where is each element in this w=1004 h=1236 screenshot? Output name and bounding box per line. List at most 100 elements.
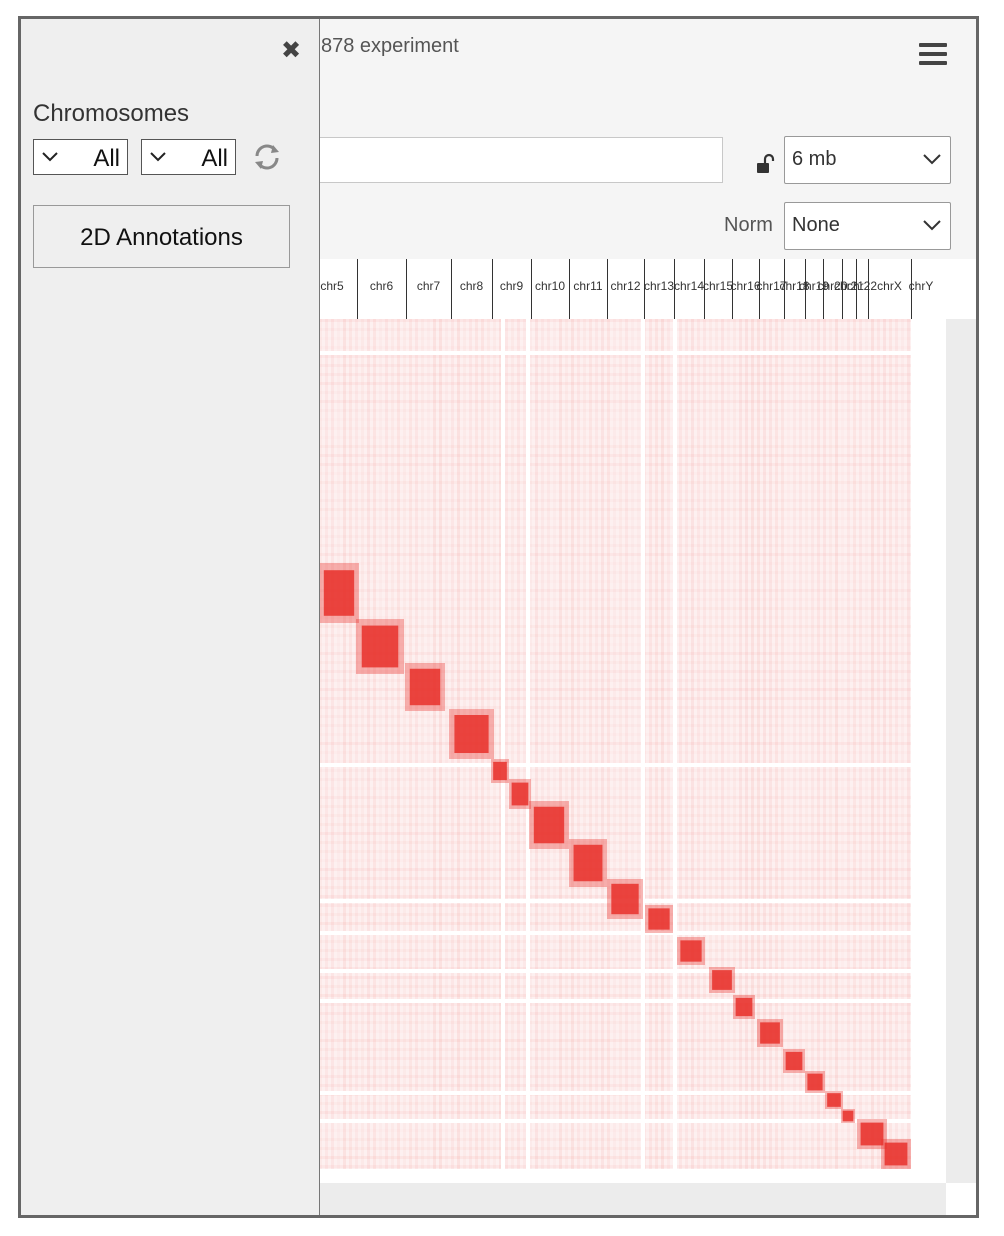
map-stripe-v: [895, 319, 898, 1169]
ruler-label-chr10[interactable]: chr10: [534, 279, 566, 293]
map-stripe-v: [571, 319, 574, 1169]
map-stripe-h: [301, 409, 911, 412]
map-stripe-v: [595, 319, 598, 1169]
map-stripe-h: [301, 742, 911, 745]
map-stripe-h: [301, 1066, 911, 1069]
ruler-label-chrX[interactable]: chrX: [877, 279, 902, 293]
map-stripe-h: [301, 1147, 911, 1150]
chromosome-x-select[interactable]: All: [33, 139, 128, 175]
map-stripe-h: [301, 652, 911, 655]
map-stripe-h: [301, 544, 911, 547]
ruler-label-chr9[interactable]: chr9: [499, 279, 524, 293]
map-stripe-v: [655, 319, 658, 1169]
map-gap-row: [301, 999, 911, 1003]
map-stripe-h: [301, 823, 911, 826]
map-stripe-h: [301, 490, 911, 493]
ruler-label-chr6[interactable]: chr6: [369, 279, 394, 293]
diagonal-block: [493, 761, 507, 781]
map-stripe-v: [871, 319, 874, 1169]
ruler-label-chr11[interactable]: chr11: [573, 279, 603, 293]
diagonal-block: [860, 1122, 884, 1146]
ruler-label-chr18[interactable]: chr18: [779, 279, 810, 293]
map-stripe-h: [301, 535, 911, 538]
map-stripe-h: [301, 733, 911, 736]
map-stripe-h: [301, 400, 911, 403]
map-stripe-v: [385, 319, 388, 1169]
map-stripe-h: [301, 445, 911, 448]
norm-label: Norm: [724, 214, 773, 236]
ruler-tick: [531, 259, 532, 319]
map-stripe-h: [301, 1156, 911, 1159]
map-stripe-v: [415, 319, 418, 1169]
map-stripe-v: [781, 319, 784, 1169]
map-stripe-v: [349, 319, 352, 1169]
ruler-tick: [704, 259, 705, 319]
map-stripe-h: [301, 724, 911, 727]
ruler-tick: [607, 259, 608, 319]
unlock-icon[interactable]: [755, 153, 777, 175]
map-stripe-v: [703, 319, 706, 1169]
ruler-label-chr21[interactable]: chr21: [833, 279, 865, 293]
map-gap-col: [526, 319, 530, 1169]
ruler-label-chr7[interactable]: chr7: [416, 279, 441, 293]
hamburger-menu-icon[interactable]: [919, 43, 947, 65]
horizontal-scrollbar[interactable]: [301, 1183, 946, 1215]
map-stripe-h: [301, 904, 911, 907]
ruler-tick: [569, 259, 570, 319]
ruler-label-chr22[interactable]: chr22: [846, 279, 878, 293]
chromosome-x-value: All: [93, 145, 120, 172]
ruler-label-chr8[interactable]: chr8: [459, 279, 484, 293]
chromosome-panel: ✖ Chromosomes All All 2D Annotations: [21, 19, 320, 1215]
ruler-label-chr15[interactable]: chr15: [702, 279, 734, 293]
ruler-label-chr16[interactable]: chr16: [730, 279, 761, 293]
map-stripe-v: [853, 319, 856, 1169]
map-stripe-v: [817, 319, 820, 1169]
chromosome-y-select[interactable]: All: [141, 139, 236, 175]
refresh-icon[interactable]: [251, 141, 283, 173]
ruler-tick: [451, 259, 452, 319]
resolution-select[interactable]: 6 mb: [784, 136, 951, 184]
map-stripe-h: [301, 571, 911, 574]
map-stripe-h: [301, 1030, 911, 1033]
map-stripe-h: [301, 1084, 911, 1087]
map-stripe-h: [301, 427, 911, 430]
ruler-label-chr19[interactable]: chr19: [798, 279, 830, 293]
map-stripe-h: [301, 553, 911, 556]
map-stripe-h: [301, 517, 911, 520]
ruler-label-chr14[interactable]: chr14: [673, 279, 705, 293]
map-stripe-h: [301, 355, 911, 358]
diagonal-block: [573, 844, 603, 882]
map-stripe-h: [301, 769, 911, 772]
close-icon[interactable]: ✖: [281, 37, 302, 64]
normalization-select[interactable]: None: [784, 202, 951, 250]
map-stripe-v: [763, 319, 766, 1169]
map-stripe-h: [301, 1129, 911, 1132]
map-gap-col: [673, 319, 677, 1169]
map-stripe-v: [649, 319, 652, 1169]
ruler-label-chr12[interactable]: chr12: [610, 279, 641, 293]
ruler-label-chr20[interactable]: chr20: [817, 279, 848, 293]
map-stripe-v: [889, 319, 892, 1169]
2d-annotations-button[interactable]: 2D Annotations: [33, 205, 290, 268]
locus-search-input[interactable]: [301, 137, 723, 183]
ruler-label-chr17[interactable]: chr17: [756, 279, 787, 293]
map-stripe-h: [301, 985, 911, 988]
ruler-label-chr13[interactable]: chr13: [643, 279, 675, 293]
vertical-scrollbar[interactable]: [946, 319, 976, 1183]
ruler-label-chrY[interactable]: chrY: [908, 279, 934, 293]
ruler-label-chr5[interactable]: chr5: [320, 279, 344, 293]
map-stripe-h: [301, 328, 911, 331]
ruler-tick: [406, 259, 407, 319]
map-stripe-h: [301, 580, 911, 583]
map-stripe-h: [301, 715, 911, 718]
map-stripe-v: [397, 319, 400, 1169]
chromosome-ruler: chr5 chr6 chr7 chr8 chr9 chr10 chr11 chr12 chr13…: [301, 259, 976, 319]
map-stripe-v: [325, 319, 328, 1169]
map-stripe-h: [301, 805, 911, 808]
map-stripe-v: [559, 319, 562, 1169]
ruler-tick: [868, 259, 869, 319]
contact-map[interactable]: [301, 319, 976, 1215]
ruler-tick: [823, 259, 824, 319]
ruler-tick: [644, 259, 645, 319]
ruler-tick: [856, 259, 857, 319]
